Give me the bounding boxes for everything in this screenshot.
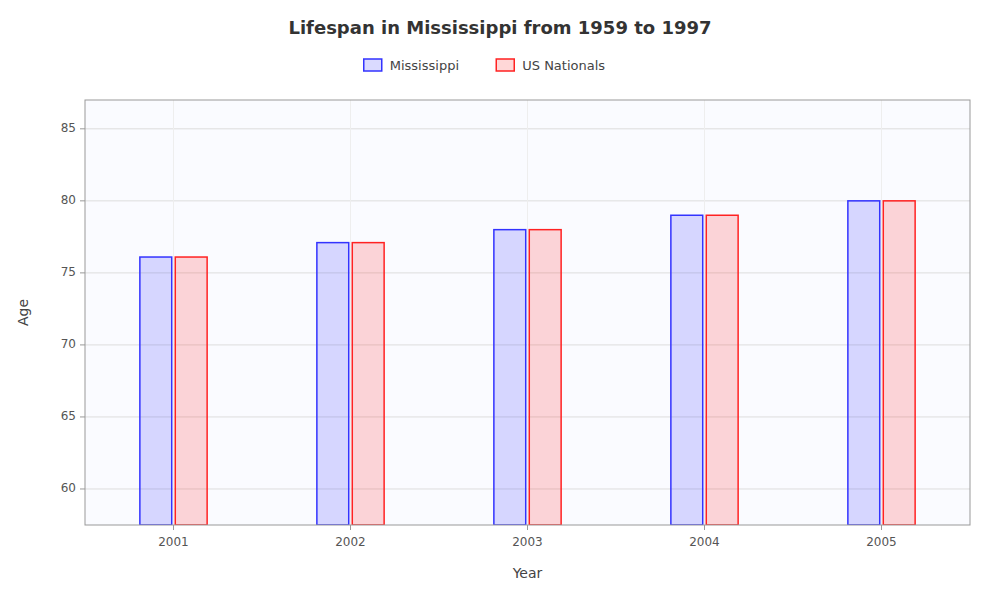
legend-label: US Nationals — [522, 58, 605, 73]
legend-swatch — [364, 59, 382, 71]
bar — [140, 257, 172, 525]
bar — [883, 201, 915, 525]
x-grid-line — [173, 100, 174, 525]
y-tick — [80, 272, 85, 273]
y-tick — [80, 200, 85, 201]
legend: Mississippi US Nationals — [364, 58, 606, 73]
y-axis: 60 65 70 75 80 85 — [61, 121, 85, 495]
y-tick-label: 70 — [61, 337, 76, 351]
bar — [352, 243, 384, 525]
bar — [494, 230, 526, 525]
x-tick — [350, 525, 351, 530]
x-axis: 2001 2002 2003 2004 2005 — [158, 525, 897, 549]
y-tick — [80, 416, 85, 417]
x-tick-label: 2004 — [689, 535, 720, 549]
x-tick — [527, 525, 528, 530]
bar — [706, 215, 738, 525]
legend-label: Mississippi — [390, 58, 459, 73]
x-tick-label: 2002 — [335, 535, 366, 549]
y-tick — [80, 488, 85, 489]
y-tick-label: 80 — [61, 193, 76, 207]
x-tick-label: 2003 — [512, 535, 543, 549]
x-tick — [881, 525, 882, 530]
y-tick-label: 65 — [61, 409, 76, 423]
x-tick — [704, 525, 705, 530]
bar — [317, 243, 349, 525]
y-tick — [80, 128, 85, 129]
bar — [175, 257, 207, 525]
bar — [529, 230, 561, 525]
bars — [140, 201, 915, 525]
bar — [671, 215, 703, 525]
x-grid-line — [350, 100, 351, 525]
y-axis-label: Age — [15, 299, 31, 326]
x-grid-line — [704, 100, 705, 525]
y-tick-label: 60 — [61, 481, 76, 495]
y-tick-label: 75 — [61, 265, 76, 279]
x-tick — [173, 525, 174, 530]
x-grid-line — [881, 100, 882, 525]
y-tick-label: 85 — [61, 121, 76, 135]
chart-svg: 60 65 70 75 80 85 2001 2002 2003 2004 2005 Year Age L… — [0, 0, 1000, 600]
plot-frame — [85, 100, 970, 525]
y-tick — [80, 344, 85, 345]
bar — [848, 201, 880, 525]
plot-background — [85, 100, 970, 525]
x-grid-line — [527, 100, 528, 525]
x-tick-label: 2005 — [866, 535, 897, 549]
chart-title: Lifespan in Mississippi from 1959 to 199… — [288, 17, 711, 38]
legend-swatch — [496, 59, 514, 71]
chart-container: 60 65 70 75 80 85 2001 2002 2003 2004 2005 Year Age L… — [0, 0, 1000, 600]
grid — [85, 100, 970, 525]
x-tick-label: 2001 — [158, 535, 189, 549]
x-axis-label: Year — [512, 565, 543, 581]
